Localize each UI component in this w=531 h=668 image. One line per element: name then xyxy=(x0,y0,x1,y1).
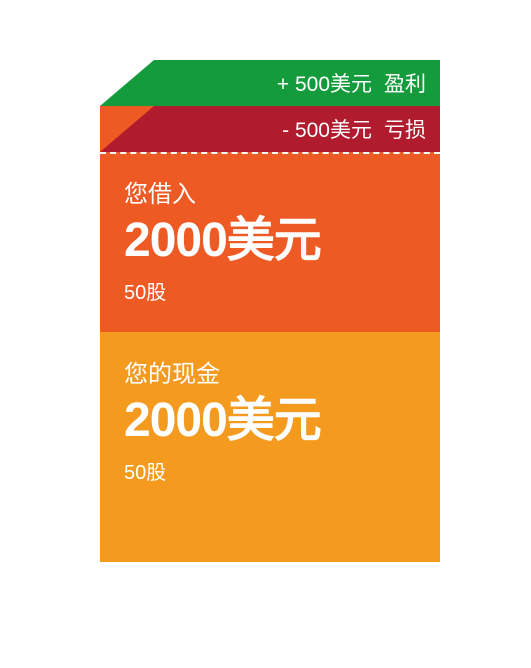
loss-bar: - 500美元 亏损 xyxy=(100,106,440,152)
cash-block: 您的现金 2000美元 50股 xyxy=(100,332,440,562)
dashed-divider xyxy=(100,152,440,154)
loss-label: 亏损 xyxy=(384,114,426,144)
profit-bar: + 500美元 盈利 xyxy=(100,60,440,106)
profit-label: 盈利 xyxy=(384,68,426,98)
profit-angle-cut xyxy=(100,60,154,106)
cash-amount: 2000美元 xyxy=(124,395,416,448)
margin-diagram: + 500美元 盈利 - 500美元 亏损 您借入 2000美元 50股 您的现… xyxy=(100,60,440,562)
borrow-shares: 50股 xyxy=(124,276,416,305)
profit-amount: + 500美元 xyxy=(277,68,372,98)
cash-shares: 50股 xyxy=(124,456,416,485)
cash-label: 您的现金 xyxy=(124,354,416,389)
borrow-amount: 2000美元 xyxy=(124,215,416,268)
loss-amount: - 500美元 xyxy=(282,114,372,144)
borrow-label: 您借入 xyxy=(124,174,416,209)
borrow-block: 您借入 2000美元 50股 xyxy=(100,152,440,332)
loss-angle-cut xyxy=(100,106,154,152)
